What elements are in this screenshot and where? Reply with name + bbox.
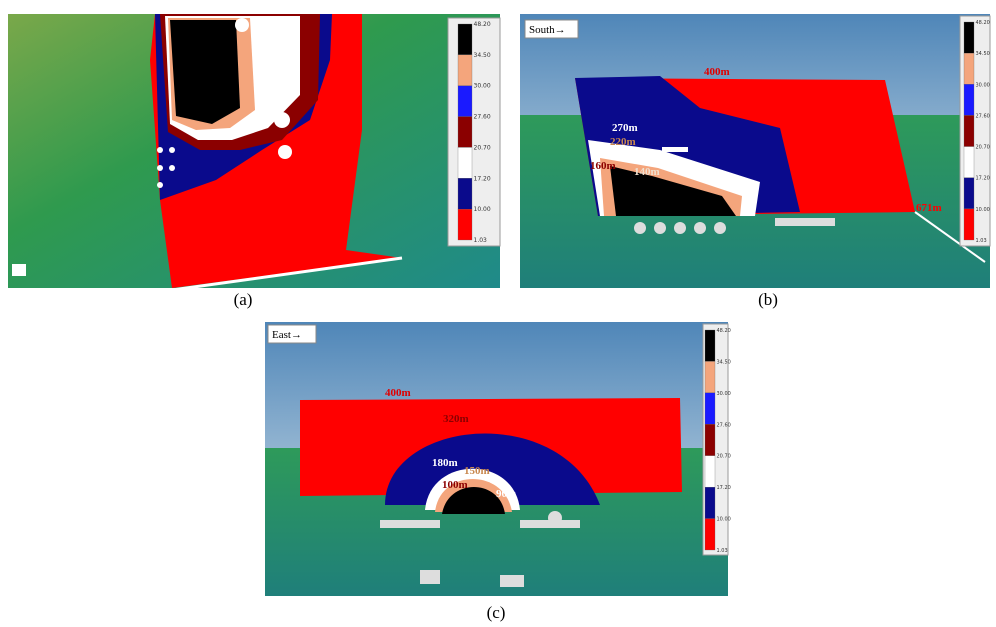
annotation: 220m [610, 136, 636, 148]
legend-tick-label: 48.20 [976, 20, 990, 26]
legend-band [705, 519, 715, 550]
legend-tick-label: 1.03 [474, 237, 488, 244]
legend-band [458, 86, 472, 117]
legend-band [458, 117, 472, 148]
legend-band [964, 178, 974, 209]
legend-tick-label: 30.00 [474, 83, 491, 90]
legend-band [705, 424, 715, 455]
panel-c: East→ 400m 320m 180m 150m 100m 90m [265, 322, 728, 596]
legend-tick-label: 27.60 [474, 114, 491, 121]
legend-tick-label: 17.20 [976, 176, 990, 182]
annotation: 100m [442, 479, 468, 491]
annotation: 400m [704, 66, 730, 78]
annotation: 320m [443, 413, 469, 425]
annotation: 140m [634, 166, 660, 178]
annotation: 270m [612, 122, 638, 134]
annotation: 150m [464, 465, 490, 477]
legend-tick-label: 48.20 [717, 328, 731, 334]
legend-tick-label: 48.20 [474, 21, 491, 28]
legend-tick-label: 30.00 [976, 82, 990, 88]
legend-band [458, 209, 472, 240]
legend-tick-label: 30.00 [717, 391, 731, 397]
legend-band [458, 55, 472, 86]
legend-tick-label: 17.20 [474, 175, 491, 182]
legend-band [964, 147, 974, 178]
legend-tick-label: 34.50 [474, 52, 491, 59]
legend-tick-label: 20.70 [976, 145, 990, 151]
legend-tick-label: 1.03 [976, 238, 987, 244]
legend-tick-label: 27.60 [976, 113, 990, 119]
legend-band [705, 361, 715, 392]
annotation: 180m [432, 457, 458, 469]
panel-label: (a) [234, 290, 253, 309]
panel-label: (c) [487, 603, 506, 622]
legend-tick-label: 10.00 [976, 207, 990, 213]
legend-tick-label: 1.03 [717, 548, 728, 554]
legend-tick-label: 10.00 [717, 517, 731, 523]
legend-band [964, 115, 974, 146]
legend-band [458, 24, 472, 55]
legend-band [705, 487, 715, 518]
legend-band [964, 22, 974, 53]
legend-band [705, 330, 715, 361]
legend-tick-label: 34.50 [976, 51, 990, 57]
legend-tick-label: 17.20 [717, 485, 731, 491]
annotation: 671m [916, 202, 942, 214]
legend-tick-label: 20.70 [717, 454, 731, 460]
annotation: 160m [590, 160, 616, 172]
legend-tick-label: 27.60 [717, 422, 731, 428]
legend-tick-label: 20.70 [474, 144, 491, 151]
panel-b: South→ 400m 270m 220m 160m 140m 671m [520, 14, 990, 288]
legend-band [964, 53, 974, 84]
legend-band [705, 393, 715, 424]
panel-a [8, 14, 500, 290]
legend-tick-label: 34.50 [717, 359, 731, 365]
legend-band [964, 84, 974, 115]
annotation: 90m [496, 488, 516, 500]
legend-band [458, 178, 472, 209]
direction-label: East→ [272, 329, 302, 341]
legend-tick-label: 10.00 [474, 206, 491, 213]
figure: South→ 400m 270m 220m 160m 140m 671m Eas… [0, 0, 996, 627]
annotation: 400m [385, 387, 411, 399]
legend-band [964, 209, 974, 240]
legend-band [705, 456, 715, 487]
direction-label: South→ [529, 24, 566, 36]
panel-label: (b) [758, 290, 778, 309]
legend-band [458, 147, 472, 178]
